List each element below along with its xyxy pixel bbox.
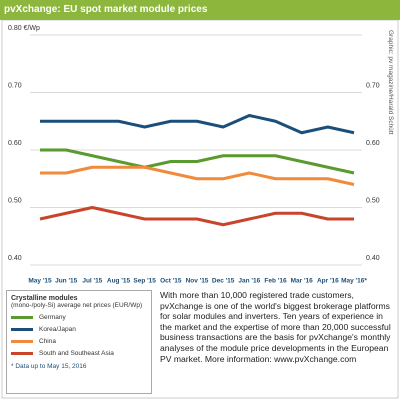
- x-tick-label: Oct '15: [160, 278, 182, 285]
- note: * Data up to May 15, 2016: [11, 363, 87, 370]
- series-line: [40, 165, 355, 186]
- x-tick-label: May '15: [28, 278, 52, 285]
- x-tick-label: Nov '15: [186, 278, 209, 285]
- x-tick-label: Jul '15: [82, 278, 102, 285]
- legend-entry: South and Southeast Asia: [11, 350, 147, 357]
- legend-subtitle: (mono-/poly-Si) average net prices (EUR/…: [11, 302, 143, 309]
- series-line: [39, 206, 354, 227]
- x-tick-label: Dec '15: [212, 278, 235, 285]
- legend-entries: Germany Korea/Japan China South and Southea…: [11, 314, 147, 357]
- y-tick-label-right: 0.50: [366, 197, 380, 204]
- x-tick-label: Sep '15: [133, 278, 156, 285]
- y-tick-label: 0.80 €/Wp: [8, 25, 40, 32]
- series-line: [40, 114, 355, 135]
- legend-label: China: [39, 338, 56, 345]
- x-tick-label: Jun '15: [55, 278, 78, 285]
- legend-swatch: [11, 316, 33, 319]
- y-tick-label: 0.60: [8, 140, 22, 147]
- y-tick-label: 0.70: [8, 82, 22, 89]
- credit: Graphic: pv magazine/Harald Schütt: [387, 30, 394, 135]
- chart-title: pvXchange: EU spot market module prices: [0, 0, 400, 20]
- legend-swatch: [11, 352, 33, 355]
- legend-label: South and Southeast Asia: [39, 350, 114, 357]
- x-tick-label: Aug '15: [107, 278, 131, 285]
- x-tick-label: Apr '16: [317, 278, 339, 285]
- y-tick-label-right: 0.40: [366, 255, 380, 262]
- legend-entry: Korea/Japan: [11, 326, 147, 333]
- legend-entry: Germany: [11, 314, 147, 321]
- legend-label: Germany: [39, 314, 66, 321]
- legend-swatch: [11, 340, 33, 343]
- legend-swatch: [11, 328, 33, 331]
- legend-entry: China: [11, 338, 147, 345]
- x-tick-label: Jan '16: [238, 278, 260, 285]
- y-tick-label-right: 0.60: [366, 140, 380, 147]
- description: With more than 10,000 registered trade c…: [160, 290, 391, 364]
- legend-title: Crystalline modules: [11, 295, 78, 302]
- plot-border: [1, 19, 399, 399]
- x-tick-label: Mar '16: [291, 278, 314, 285]
- y-tick-label: 0.50: [8, 197, 22, 204]
- y-tick-label: 0.40: [8, 255, 22, 262]
- legend-label: Korea/Japan: [39, 326, 76, 333]
- series-line: [40, 148, 355, 175]
- x-tick-label: May '16*: [341, 278, 367, 285]
- x-tick-label: Feb '16: [264, 278, 287, 285]
- legend: Crystalline modules (mono-/poly-Si) aver…: [6, 290, 152, 394]
- y-tick-label-right: 0.70: [366, 82, 380, 89]
